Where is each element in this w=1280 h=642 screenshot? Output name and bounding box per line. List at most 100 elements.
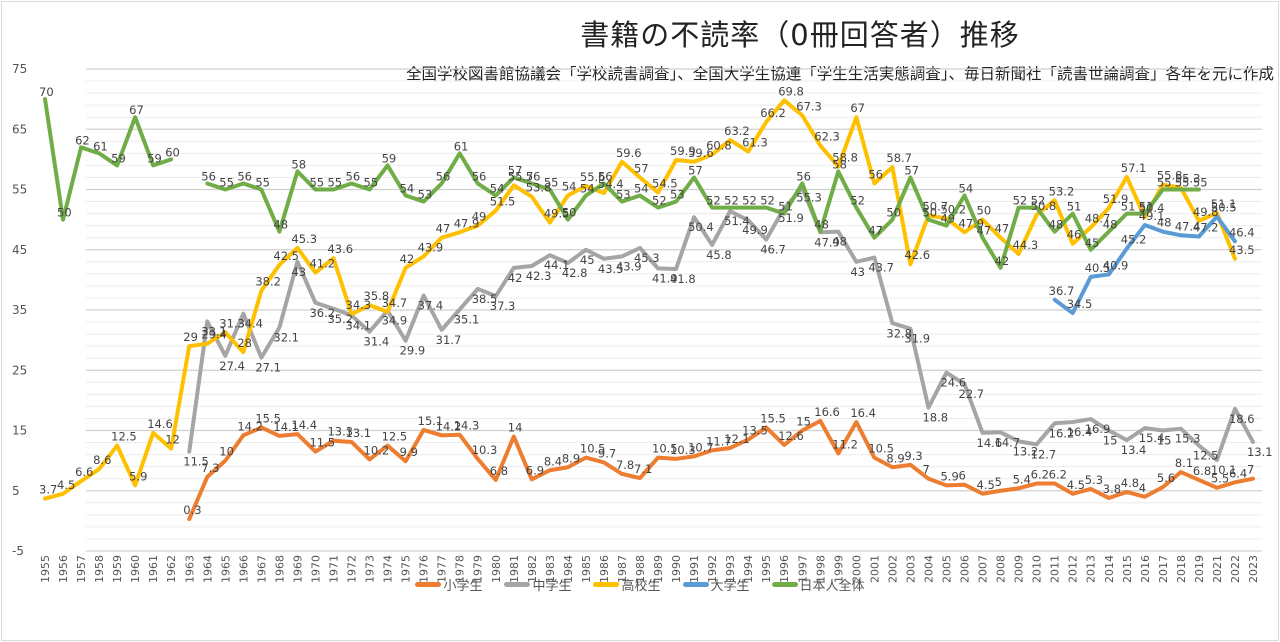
data-label: 46.4 bbox=[1229, 225, 1255, 239]
data-label: 54 bbox=[400, 182, 415, 196]
data-label: 50.4 bbox=[688, 220, 714, 234]
data-label: 6.6 bbox=[75, 465, 93, 479]
data-label: 49.5 bbox=[544, 207, 570, 221]
legend: 小学生 中学生 高校生 大学生 日本人全体 bbox=[0, 575, 1280, 594]
data-label: 29.4 bbox=[201, 328, 227, 342]
data-label: 58 bbox=[291, 157, 306, 171]
data-label: 48 bbox=[814, 218, 829, 232]
legend-swatch bbox=[593, 582, 620, 587]
series-line-日本人全体 bbox=[43, 97, 174, 222]
x-tick-label: 2009 bbox=[1013, 555, 1026, 583]
data-label: 32.1 bbox=[273, 330, 299, 344]
data-label: 14.7 bbox=[995, 435, 1021, 449]
data-label: 36.7 bbox=[1049, 284, 1075, 298]
data-label: 8.6 bbox=[93, 453, 111, 467]
data-label: 55 bbox=[1175, 176, 1190, 190]
data-label: 8.4 bbox=[544, 454, 562, 468]
data-label: 43.9 bbox=[418, 240, 444, 254]
data-label: 66.2 bbox=[760, 106, 786, 120]
data-label: 56 bbox=[346, 169, 361, 183]
series-line-小学生 bbox=[187, 418, 1255, 522]
data-label: 5.3 bbox=[1085, 473, 1103, 487]
x-tick-label: 1998 bbox=[814, 555, 827, 583]
data-label: 57 bbox=[688, 163, 703, 177]
data-label: 51.1 bbox=[1211, 197, 1237, 211]
legend-label: 中学生 bbox=[532, 579, 572, 594]
x-tick-label: 1992 bbox=[706, 555, 719, 583]
legend-item: 大学生 bbox=[682, 575, 750, 594]
data-label: 50.4 bbox=[1139, 201, 1165, 215]
data-label: 28 bbox=[237, 336, 252, 350]
x-tick-label: 2017 bbox=[1157, 555, 1170, 583]
data-label: 13.1 bbox=[1247, 445, 1273, 459]
data-label: 59.6 bbox=[688, 146, 714, 160]
x-tick-label: 1971 bbox=[327, 555, 340, 583]
x-tick-label: 2021 bbox=[1211, 555, 1224, 583]
data-label: 9.7 bbox=[598, 446, 616, 460]
x-tick-label: 1957 bbox=[75, 555, 88, 583]
data-label: 38.5 bbox=[472, 292, 498, 306]
y-tick-label: 55 bbox=[12, 183, 27, 197]
data-label: 55 bbox=[309, 176, 324, 190]
data-label: 45.3 bbox=[634, 251, 660, 265]
legend-label: 小学生 bbox=[443, 579, 483, 594]
x-tick-label: 1972 bbox=[346, 555, 359, 583]
x-tick-label: 2002 bbox=[886, 555, 899, 583]
legend-swatch bbox=[682, 582, 709, 587]
data-label: 49.8 bbox=[1193, 205, 1219, 219]
data-label: 4.5 bbox=[1067, 478, 1085, 492]
data-label: 35.8 bbox=[364, 289, 390, 303]
legend-swatch bbox=[771, 582, 798, 587]
data-label: 34.1 bbox=[346, 318, 372, 332]
data-label: 55 bbox=[1193, 176, 1208, 190]
data-label: 56 bbox=[472, 169, 487, 183]
data-label: 38.2 bbox=[255, 275, 281, 289]
data-label: 52 bbox=[706, 194, 721, 208]
data-label: 45 bbox=[1085, 236, 1100, 250]
x-tick-label: 1974 bbox=[382, 555, 395, 583]
data-label: 10 bbox=[219, 445, 234, 459]
data-label: 11.5 bbox=[183, 455, 209, 469]
x-tick-label: 1989 bbox=[652, 555, 665, 583]
data-label: 55.3 bbox=[1175, 172, 1201, 186]
data-label: 54 bbox=[490, 182, 505, 196]
data-label: 52 bbox=[652, 194, 667, 208]
data-label: 0.3 bbox=[183, 503, 201, 517]
data-label: 53.8 bbox=[526, 181, 552, 195]
data-label: 15 bbox=[1157, 434, 1172, 448]
data-label: 10.2 bbox=[364, 443, 390, 457]
x-tick-label: 1969 bbox=[291, 555, 304, 583]
x-tick-label: 1994 bbox=[742, 555, 755, 583]
data-label: 45.8 bbox=[706, 248, 732, 262]
x-tick-label: 1991 bbox=[688, 555, 701, 583]
data-label: 45.3 bbox=[291, 232, 317, 246]
data-label: 52 bbox=[760, 194, 775, 208]
legend-item: 高校生 bbox=[593, 575, 661, 594]
data-label: 53.2 bbox=[1049, 184, 1075, 198]
data-label: 58 bbox=[832, 157, 847, 171]
data-label: 3.7 bbox=[39, 483, 57, 497]
data-label: 51.9 bbox=[778, 211, 804, 225]
data-label: 14.6 bbox=[147, 417, 173, 431]
data-label: 8.9 bbox=[562, 451, 580, 465]
x-tick-label: 2015 bbox=[1121, 555, 1134, 583]
data-label: 31.3 bbox=[219, 316, 245, 330]
data-label: 50.8 bbox=[1031, 199, 1057, 213]
chart-title: 書籍の不読率（0冊回答者）推移 bbox=[580, 18, 1020, 52]
data-label: 5 bbox=[995, 475, 1002, 489]
legend-label: 大学生 bbox=[710, 579, 750, 594]
data-label: 46.7 bbox=[760, 243, 786, 257]
x-tick-label: 1993 bbox=[724, 555, 737, 583]
legend-item: 小学生 bbox=[415, 575, 482, 594]
data-label: 50.7 bbox=[922, 199, 948, 213]
data-label: 52 bbox=[742, 194, 757, 208]
data-label: 15.5 bbox=[255, 411, 281, 425]
data-label: 10.1 bbox=[1211, 463, 1237, 477]
x-tick-label: 1956 bbox=[57, 555, 70, 583]
x-tick-label: 1985 bbox=[580, 555, 593, 583]
data-label: 56 bbox=[237, 169, 252, 183]
data-label: 48 bbox=[273, 218, 288, 232]
data-label: 13.3 bbox=[327, 425, 353, 439]
data-label: 13.4 bbox=[1121, 443, 1147, 457]
